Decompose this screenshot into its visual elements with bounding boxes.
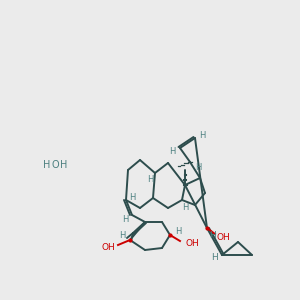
- Text: H: H: [199, 131, 205, 140]
- Text: H: H: [208, 232, 215, 241]
- Text: H: H: [43, 160, 51, 170]
- Text: H: H: [211, 253, 218, 262]
- Text: H: H: [195, 163, 201, 172]
- Text: H: H: [182, 203, 188, 212]
- Text: OH: OH: [185, 238, 199, 247]
- Text: H: H: [169, 146, 175, 155]
- Text: OH: OH: [216, 232, 230, 242]
- Text: O: O: [51, 160, 59, 170]
- Text: H: H: [60, 160, 68, 170]
- Text: H: H: [119, 230, 125, 239]
- Text: H: H: [175, 226, 181, 236]
- Text: OH: OH: [101, 242, 115, 251]
- Text: H: H: [129, 194, 135, 202]
- Text: H: H: [147, 176, 153, 184]
- Text: H: H: [122, 215, 128, 224]
